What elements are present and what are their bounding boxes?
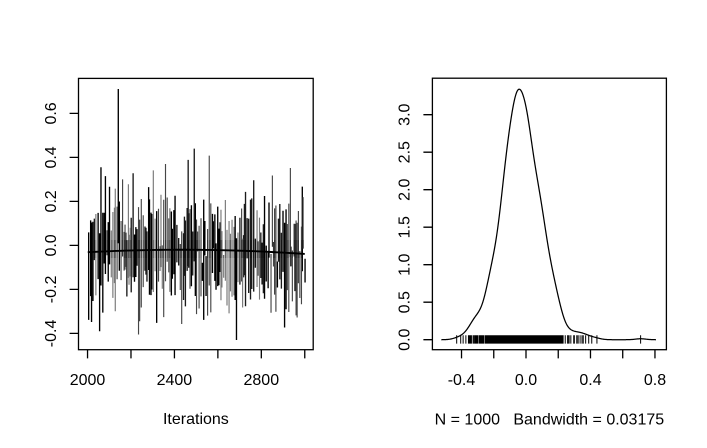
svg-text:0.6: 0.6 [43,102,60,124]
svg-text:1.5: 1.5 [396,216,413,238]
svg-text:2400: 2400 [157,372,193,389]
svg-text:3.0: 3.0 [396,103,413,125]
svg-text:0.0: 0.0 [515,372,537,389]
svg-text:2000: 2000 [70,372,106,389]
svg-text:0.4: 0.4 [43,146,60,168]
svg-text:2.0: 2.0 [396,178,413,200]
svg-text:0.5: 0.5 [396,291,413,313]
svg-text:1.0: 1.0 [396,253,413,275]
svg-text:0.0: 0.0 [43,234,60,256]
svg-text:Iterations: Iterations [163,411,229,428]
svg-text:-0.4: -0.4 [43,320,60,348]
svg-text:-0.2: -0.2 [43,276,60,304]
svg-text:0.4: 0.4 [579,372,601,389]
svg-text:0.8: 0.8 [644,372,666,389]
svg-text:0.0: 0.0 [396,328,413,350]
svg-text:N = 1000 Bandwidth = 0.03175: N = 1000 Bandwidth = 0.03175 [435,412,665,429]
svg-text:2800: 2800 [244,372,280,389]
svg-text:2.5: 2.5 [396,141,413,163]
svg-text:-0.4: -0.4 [448,372,476,389]
svg-text:0.2: 0.2 [43,190,60,212]
